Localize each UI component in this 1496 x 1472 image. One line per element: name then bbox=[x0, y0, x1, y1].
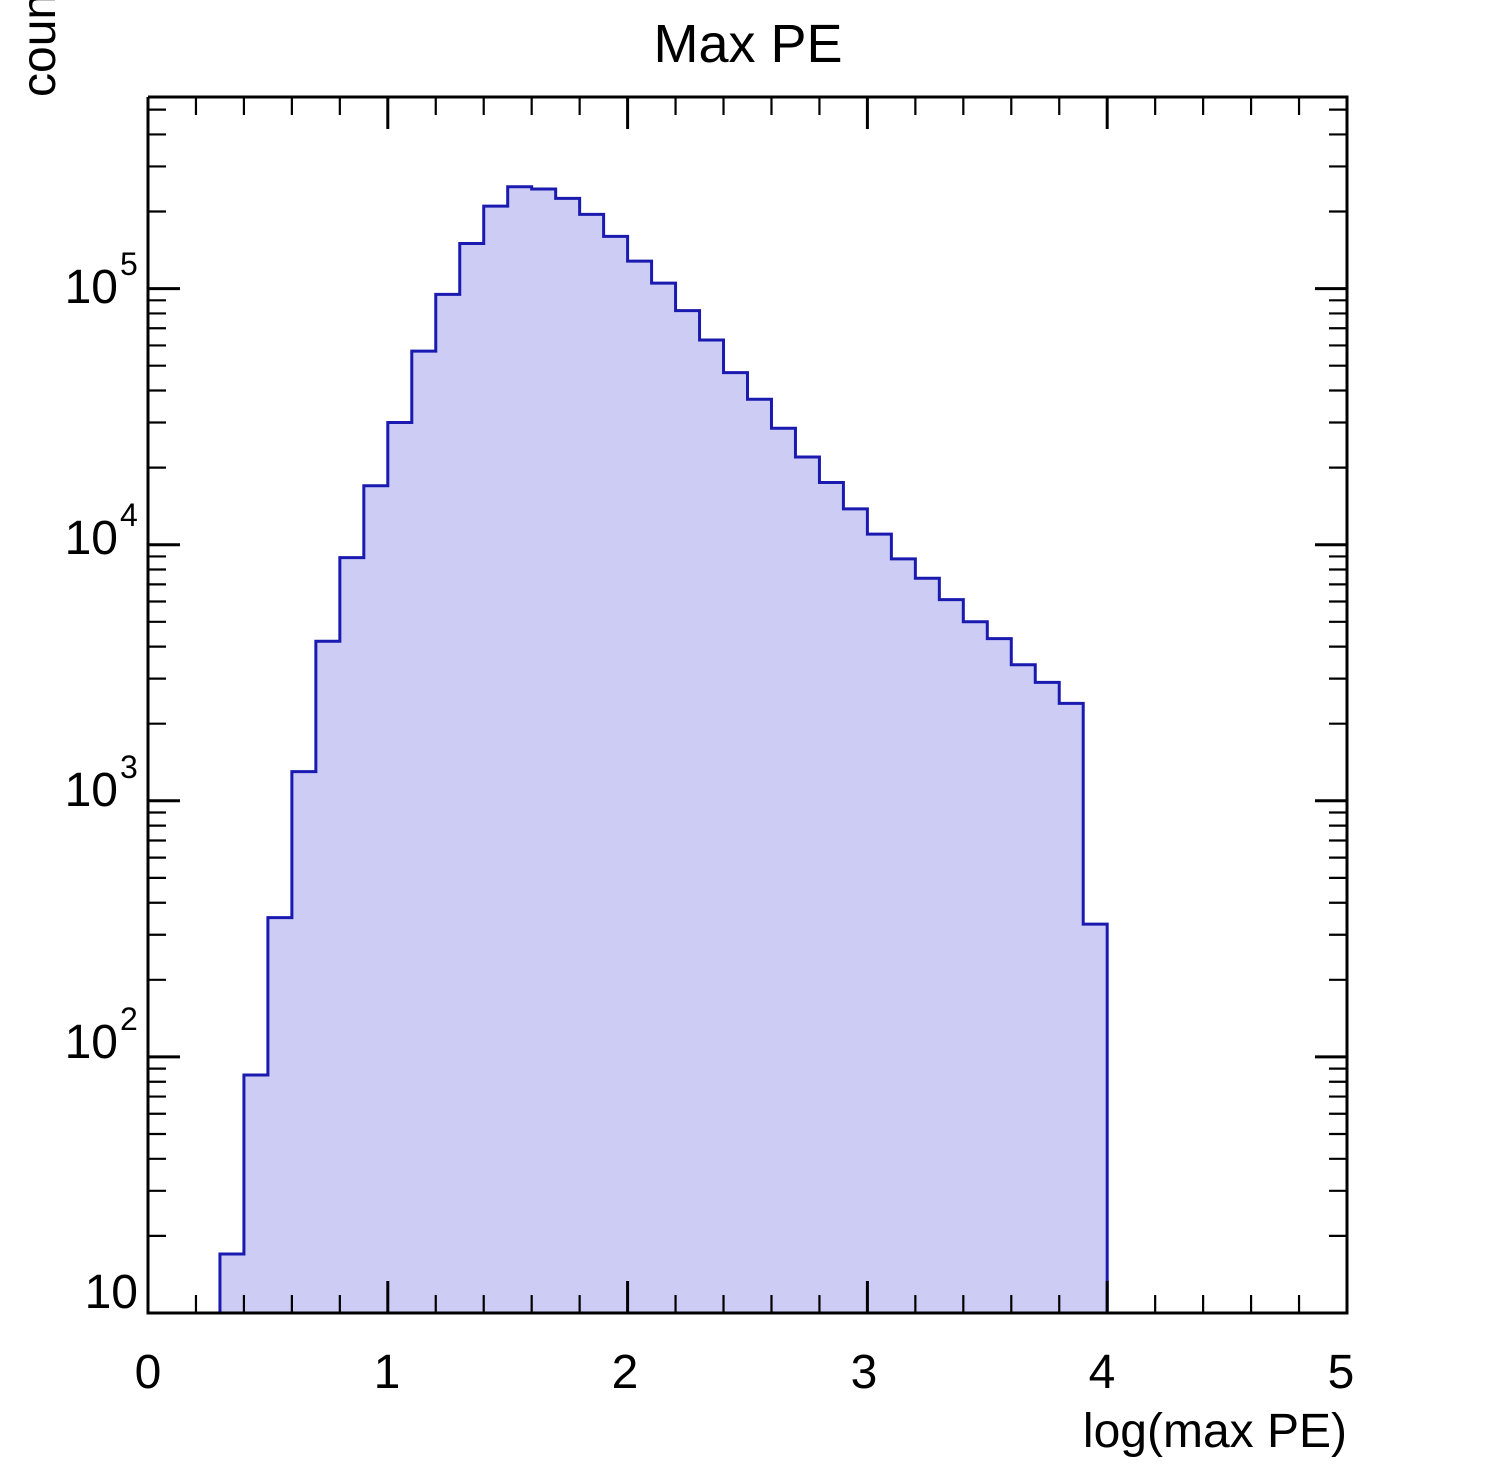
x-tick-label-2: 2 bbox=[612, 1346, 639, 1399]
y-tick-exp-3: 3 bbox=[120, 749, 138, 785]
y-tick-exp-4: 4 bbox=[120, 497, 138, 533]
x-tick-label-1: 1 bbox=[374, 1346, 401, 1399]
y-tick-label-10: 10 bbox=[85, 1266, 138, 1319]
y-tick-base-1: 10 bbox=[85, 1266, 138, 1319]
y-tick-exp-2: 2 bbox=[120, 1001, 138, 1037]
y-axis-ticks bbox=[148, 108, 1347, 1315]
y-tick-exp-5: 5 bbox=[120, 246, 138, 282]
x-tick-label-3: 3 bbox=[851, 1346, 878, 1399]
x-axis-title: log(max PE) bbox=[1083, 1405, 1347, 1458]
x-axis-tick-labels: 0 1 2 3 4 5 bbox=[135, 1346, 1355, 1399]
x-axis-ticks bbox=[146, 97, 1349, 1313]
x-tick-label-4: 4 bbox=[1089, 1346, 1116, 1399]
x-tick-label-0: 0 bbox=[135, 1346, 162, 1399]
x-tick-label-5: 5 bbox=[1328, 1346, 1355, 1399]
y-tick-base-3: 10 bbox=[65, 764, 118, 817]
chart-title: Max PE bbox=[653, 14, 842, 74]
histogram-series bbox=[218, 185, 1109, 1313]
y-axis-tick-labels: 10 10 2 10 3 10 4 10 5 bbox=[65, 246, 138, 1319]
y-axis-title: count bbox=[13, 0, 66, 97]
y-tick-base-5: 10 bbox=[65, 261, 118, 314]
y-tick-label-10000: 10 4 bbox=[65, 497, 138, 565]
histogram-fill bbox=[219, 186, 1108, 1313]
y-tick-base-2: 10 bbox=[65, 1016, 118, 1069]
y-tick-base-4: 10 bbox=[65, 512, 118, 565]
histogram-outline bbox=[218, 185, 1109, 1313]
y-tick-label-100: 10 2 bbox=[65, 1001, 138, 1069]
y-tick-label-100000: 10 5 bbox=[65, 246, 138, 314]
y-tick-label-1000: 10 3 bbox=[65, 749, 138, 817]
